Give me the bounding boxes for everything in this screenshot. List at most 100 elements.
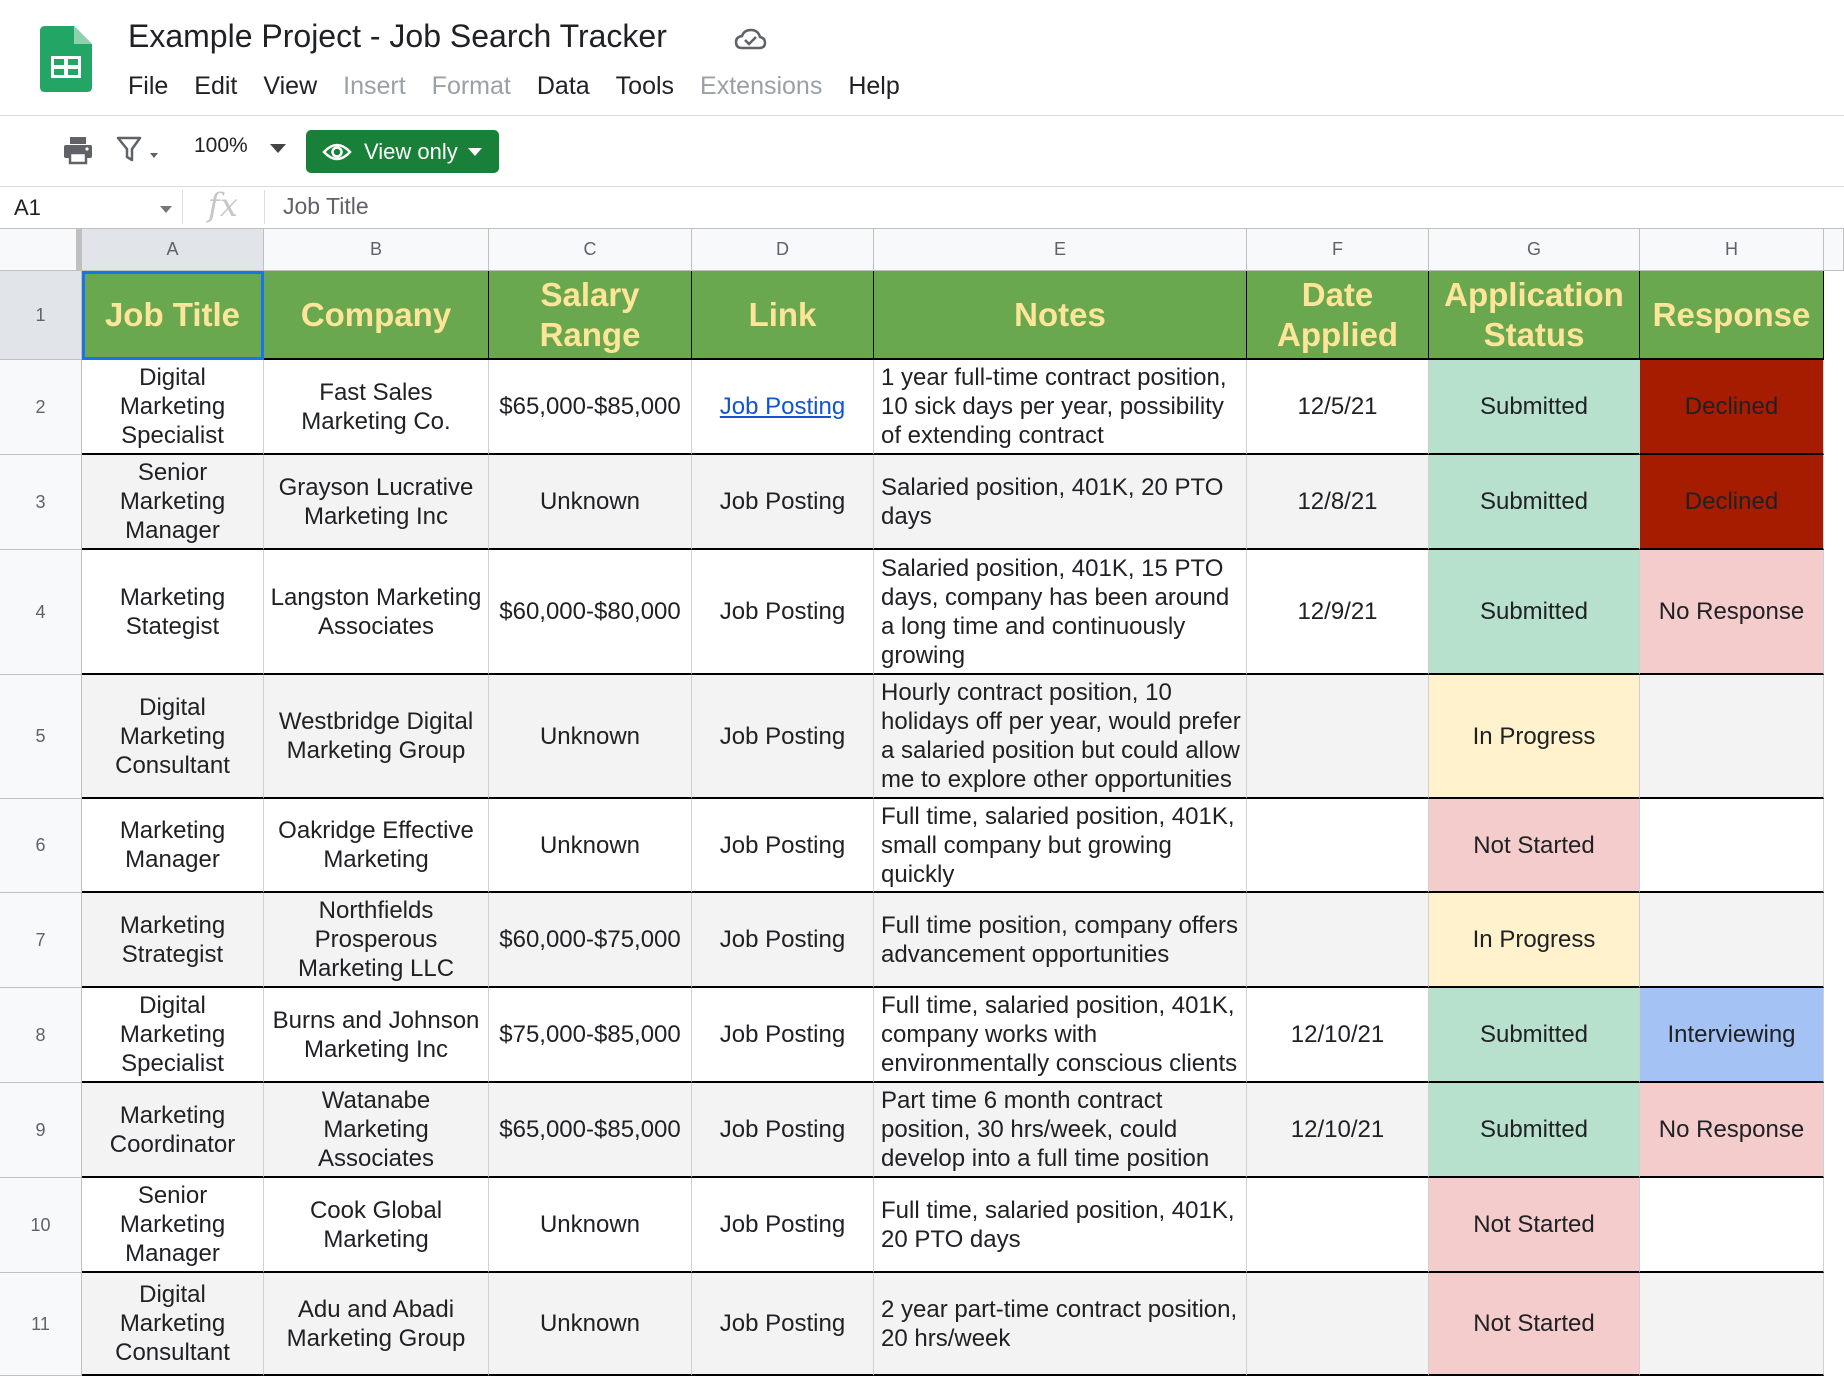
header-cell-date-applied[interactable]: Date Applied <box>1247 271 1429 360</box>
column-header-b[interactable]: B <box>264 229 489 271</box>
job-title-cell[interactable]: Digital Marketing Specialist <box>82 360 264 455</box>
job-title-cell[interactable]: Digital Marketing Specialist <box>82 988 264 1083</box>
date-applied-cell[interactable] <box>1247 1178 1429 1273</box>
response-cell[interactable]: Declined <box>1640 455 1824 550</box>
response-cell[interactable]: No Response <box>1640 550 1824 675</box>
column-header-d[interactable]: D <box>692 229 874 271</box>
date-applied-cell[interactable] <box>1247 799 1429 893</box>
notes-cell[interactable]: Salaried position, 401K, 20 PTO days <box>874 455 1247 550</box>
company-cell[interactable]: Adu and Abadi Marketing Group <box>264 1273 489 1376</box>
link-cell[interactable]: Job Posting <box>692 893 874 988</box>
date-applied-cell[interactable]: 12/9/21 <box>1247 550 1429 675</box>
salary-cell[interactable]: $65,000-$85,000 <box>489 1083 692 1178</box>
date-applied-cell[interactable]: 12/8/21 <box>1247 455 1429 550</box>
job-title-cell[interactable]: Marketing Manager <box>82 799 264 893</box>
link-cell[interactable]: Job Posting <box>692 360 874 455</box>
salary-cell[interactable]: Unknown <box>489 455 692 550</box>
menu-tools[interactable]: Tools <box>615 72 675 100</box>
cloud-icon[interactable] <box>733 26 767 54</box>
column-header-f[interactable]: F <box>1247 229 1429 271</box>
select-all-corner[interactable] <box>0 229 82 271</box>
notes-cell[interactable]: Full time, salaried position, 401K, smal… <box>874 799 1247 893</box>
status-cell[interactable]: Not Started <box>1429 1178 1640 1273</box>
response-cell[interactable] <box>1640 675 1824 799</box>
document-title[interactable]: Example Project - Job Search Tracker <box>128 18 667 54</box>
notes-cell[interactable]: Part time 6 month contract position, 30 … <box>874 1083 1247 1178</box>
job-title-cell[interactable]: Senior Marketing Manager <box>82 455 264 550</box>
menu-extensions[interactable]: Extensions <box>700 72 823 100</box>
company-cell[interactable]: Watanabe Marketing Associates <box>264 1083 489 1178</box>
menu-insert[interactable]: Insert <box>343 72 406 100</box>
notes-cell[interactable]: 1 year full-time contract position, 10 s… <box>874 360 1247 455</box>
link-cell[interactable]: Job Posting <box>692 799 874 893</box>
job-title-cell[interactable]: Marketing Stategist <box>82 550 264 675</box>
row-header-6[interactable]: 6 <box>0 799 82 893</box>
date-applied-cell[interactable]: 12/10/21 <box>1247 1083 1429 1178</box>
salary-cell[interactable]: $60,000-$80,000 <box>489 550 692 675</box>
salary-cell[interactable]: Unknown <box>489 799 692 893</box>
link-cell[interactable]: Job Posting <box>692 988 874 1083</box>
response-cell[interactable] <box>1640 799 1824 893</box>
row-header-8[interactable]: 8 <box>0 988 82 1083</box>
notes-cell[interactable]: Full time, salaried position, 401K, 20 P… <box>874 1178 1247 1273</box>
response-cell[interactable]: Declined <box>1640 360 1824 455</box>
row-header-3[interactable]: 3 <box>0 455 82 550</box>
link-cell[interactable]: Job Posting <box>692 1083 874 1178</box>
company-cell[interactable]: Oakridge Effective Marketing <box>264 799 489 893</box>
response-cell[interactable]: No Response <box>1640 1083 1824 1178</box>
header-cell-notes[interactable]: Notes <box>874 271 1247 360</box>
company-cell[interactable]: Grayson Lucrative Marketing Inc <box>264 455 489 550</box>
status-cell[interactable]: In Progress <box>1429 893 1640 988</box>
status-cell[interactable]: Submitted <box>1429 455 1640 550</box>
notes-cell[interactable]: Hourly contract position, 10 holidays of… <box>874 675 1247 799</box>
menu-format[interactable]: Format <box>431 72 511 100</box>
row-header-10[interactable]: 10 <box>0 1178 82 1273</box>
status-cell[interactable]: Submitted <box>1429 988 1640 1083</box>
header-cell-company[interactable]: Company <box>264 271 489 360</box>
menu-file[interactable]: File <box>128 72 169 100</box>
date-applied-cell[interactable]: 12/5/21 <box>1247 360 1429 455</box>
job-title-cell[interactable]: Digital Marketing Consultant <box>82 675 264 799</box>
salary-cell[interactable]: Unknown <box>489 675 692 799</box>
salary-cell[interactable]: Unknown <box>489 1178 692 1273</box>
header-cell-link[interactable]: Link <box>692 271 874 360</box>
status-cell[interactable]: Submitted <box>1429 1083 1640 1178</box>
row-header-4[interactable]: 4 <box>0 550 82 675</box>
row-header-9[interactable]: 9 <box>0 1083 82 1178</box>
menu-data[interactable]: Data <box>536 72 590 100</box>
column-header-a[interactable]: A <box>82 229 264 271</box>
notes-cell[interactable]: Full time, salaried position, 401K, comp… <box>874 988 1247 1083</box>
printer-icon[interactable] <box>62 134 94 166</box>
filter-icon[interactable] <box>116 135 164 165</box>
job-title-cell[interactable]: Senior Marketing Manager <box>82 1178 264 1273</box>
menu-help[interactable]: Help <box>848 72 900 100</box>
chevron-down-icon[interactable] <box>270 144 286 153</box>
job-title-cell[interactable]: Digital Marketing Consultant <box>82 1273 264 1376</box>
sheets-logo-icon[interactable] <box>40 26 92 92</box>
company-cell[interactable]: Northfields Prosperous Marketing LLC <box>264 893 489 988</box>
view-only-button[interactable]: View only <box>306 130 499 173</box>
link-cell[interactable]: Job Posting <box>692 455 874 550</box>
status-cell[interactable]: In Progress <box>1429 675 1640 799</box>
response-cell[interactable] <box>1640 893 1824 988</box>
column-header-c[interactable]: C <box>489 229 692 271</box>
salary-cell[interactable]: $60,000-$75,000 <box>489 893 692 988</box>
salary-cell[interactable]: $65,000-$85,000 <box>489 360 692 455</box>
column-header-g[interactable]: G <box>1429 229 1640 271</box>
link-cell[interactable]: Job Posting <box>692 675 874 799</box>
date-applied-cell[interactable] <box>1247 1273 1429 1376</box>
job-title-cell[interactable]: Marketing Coordinator <box>82 1083 264 1178</box>
menu-edit[interactable]: Edit <box>194 72 238 100</box>
company-cell[interactable]: Langston Marketing Associates <box>264 550 489 675</box>
row-header-1[interactable]: 1 <box>0 271 82 360</box>
zoom-select[interactable]: 100% <box>194 134 248 157</box>
response-cell[interactable] <box>1640 1273 1824 1376</box>
company-cell[interactable]: Westbridge Digital Marketing Group <box>264 675 489 799</box>
salary-cell[interactable]: $75,000-$85,000 <box>489 988 692 1083</box>
status-cell[interactable]: Not Started <box>1429 799 1640 893</box>
date-applied-cell[interactable] <box>1247 893 1429 988</box>
status-cell[interactable]: Submitted <box>1429 360 1640 455</box>
column-header-h[interactable]: H <box>1640 229 1824 271</box>
status-cell[interactable]: Not Started <box>1429 1273 1640 1376</box>
link-cell[interactable]: Job Posting <box>692 550 874 675</box>
